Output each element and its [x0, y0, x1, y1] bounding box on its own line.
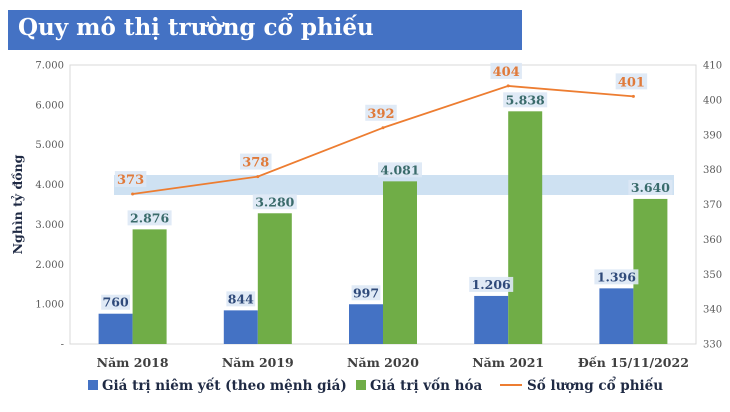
legend-swatch-0 — [88, 380, 98, 390]
y-tick-5: 5.000 — [35, 140, 64, 151]
y2-tick-0: 330 — [703, 340, 722, 351]
label-bg-cap-0 — [127, 210, 172, 226]
label-bg-cap-2 — [378, 162, 422, 178]
point-stock-count-3 — [506, 84, 510, 88]
legend-label-2: Số lượng cổ phiếu — [527, 378, 663, 394]
label-bg-cap-3 — [503, 92, 548, 108]
data-label-market-cap-2: 4.081 — [380, 162, 419, 177]
label-bg-listed-4 — [594, 269, 639, 285]
data-label-stock-count-3: 404 — [493, 65, 520, 80]
bar-listed-value-3 — [474, 295, 509, 344]
data-label-listed-value-2: 997 — [353, 285, 379, 300]
label-bg-stock-count-0 — [114, 171, 147, 188]
y-tick-1: 1.000 — [35, 300, 64, 311]
label-bg-stock-count-4 — [615, 73, 648, 90]
data-label-market-cap-3: 5.838 — [506, 92, 545, 107]
data-label-market-cap-1: 3.280 — [255, 194, 294, 209]
point-stock-count-2 — [381, 126, 385, 130]
y-tick-3: 3.000 — [35, 220, 64, 231]
label-bg-stock-count-3 — [490, 62, 522, 79]
label-bg-listed-1 — [226, 291, 256, 307]
data-label-stock-count-4: 401 — [618, 75, 645, 90]
y2-tick-5: 380 — [703, 165, 722, 176]
data-label-market-cap-4: 3.640 — [631, 180, 670, 195]
y2-tick-6: 390 — [703, 130, 722, 141]
data-label-stock-count-2: 392 — [367, 107, 394, 122]
x-tick-1: Năm 2019 — [222, 355, 294, 370]
y2-tick-3: 360 — [703, 235, 722, 246]
legend-swatch-1 — [356, 380, 366, 390]
point-stock-count-1 — [256, 175, 260, 179]
bar-market-cap-0 — [132, 229, 167, 344]
legend-label-0: Giá trị niêm yết (theo mệnh giá) — [102, 378, 347, 394]
y-tick-6: 6.000 — [35, 100, 64, 111]
label-bg-listed-0 — [101, 294, 130, 310]
y-tick-7: 7.000 — [35, 61, 64, 72]
y2-tick-7: 400 — [703, 95, 722, 106]
label-bg-listed-3 — [469, 276, 514, 292]
label-bg-cap-1 — [252, 194, 297, 210]
y-tick-0: - — [61, 340, 64, 351]
bar-market-cap-1 — [257, 213, 292, 344]
y-tick-4: 4.000 — [35, 180, 64, 191]
label-bg-listed-2 — [351, 285, 381, 301]
data-label-listed-value-1: 844 — [228, 291, 254, 306]
bar-market-cap-3 — [508, 111, 543, 345]
bar-listed-value-4 — [599, 288, 634, 344]
bar-market-cap-4 — [633, 198, 668, 344]
label-bg-stock-count-1 — [240, 153, 272, 170]
bar-listed-value-0 — [98, 313, 133, 344]
data-label-stock-count-1: 378 — [242, 156, 269, 171]
y-tick-2: 2.000 — [35, 260, 64, 271]
bar-listed-value-2 — [349, 304, 383, 344]
data-label-listed-value-4: 1.396 — [597, 269, 636, 284]
data-label-listed-value-0: 760 — [103, 295, 129, 310]
title-bar: Quy mô thị trường cổ phiếu — [8, 10, 522, 50]
x-tick-2: Năm 2020 — [347, 355, 419, 370]
y2-tick-8: 410 — [703, 61, 722, 72]
point-stock-count-4 — [631, 94, 635, 98]
y2-tick-4: 370 — [703, 200, 722, 211]
label-bg-cap-4 — [628, 179, 673, 195]
x-tick-0: Năm 2018 — [97, 355, 169, 370]
label-bg-stock-count-2 — [365, 104, 397, 121]
data-label-market-cap-0: 2.876 — [130, 210, 169, 225]
slide-title: Quy mô thị trường cổ phiếu — [18, 14, 374, 41]
bar-listed-value-1 — [223, 310, 258, 344]
bar-market-cap-2 — [383, 181, 417, 344]
x-tick-3: Năm 2021 — [472, 355, 544, 370]
y2-tick-1: 340 — [703, 305, 722, 316]
x-tick-4: Đến 15/11/2022 — [578, 355, 689, 370]
point-stock-count-0 — [131, 192, 135, 196]
y2-tick-2: 350 — [703, 270, 722, 281]
y-axis-label: Nghìn tỷ đồng — [10, 154, 25, 254]
data-label-listed-value-3: 1.206 — [472, 277, 511, 292]
data-label-stock-count-0: 373 — [117, 173, 144, 188]
legend-label-1: Giá trị vốn hóa — [370, 378, 482, 394]
